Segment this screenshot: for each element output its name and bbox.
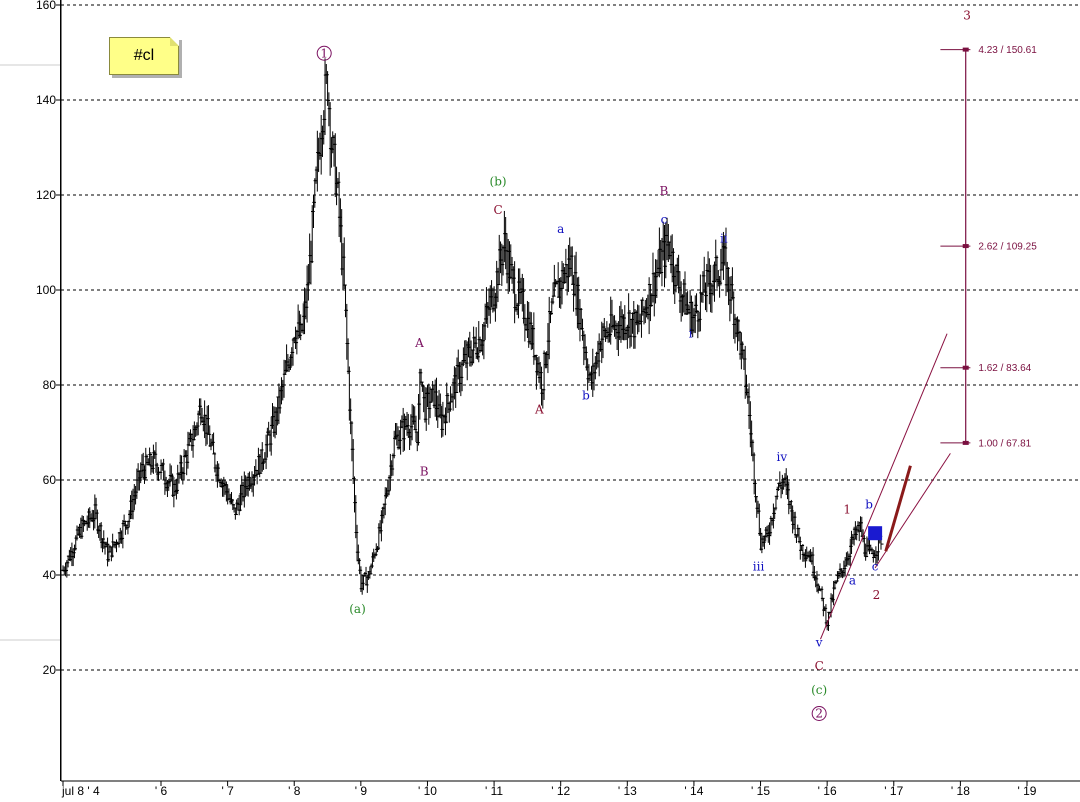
svg-text:2: 2 [815, 707, 823, 721]
x-tick-label: ' 12 [551, 784, 570, 798]
fibonacci-levels: 4.23 / 150.61 2.62 / 109.25 1.62 / 83.64 1.… [940, 45, 1037, 449]
wave-label: 1 [316, 45, 332, 61]
x-tick-label: ' 8 [288, 784, 301, 798]
x-tick-label: ' 15 [751, 784, 770, 798]
svg-text:C: C [815, 659, 824, 673]
y-tick-label: 20 [43, 663, 57, 677]
fib-level-label: 1.00 / 67.81 [978, 438, 1031, 449]
fib-level: 1.62 / 83.64 [940, 363, 1032, 374]
y-tick-label: 120 [36, 188, 56, 202]
wave-label: A [414, 336, 424, 350]
grid-lines [61, 4, 1080, 671]
fib-level-label: 2.62 / 109.25 [978, 242, 1037, 253]
wave-label: 3 [963, 8, 971, 22]
channel-line [820, 333, 948, 640]
svg-text:(b): (b) [490, 175, 507, 189]
wave-label: 2 [811, 706, 827, 721]
wave-label: B [660, 184, 669, 198]
svg-text:b: b [582, 388, 590, 402]
current-position-marker [868, 526, 883, 541]
wave-label: a [557, 222, 564, 236]
wave-label: B [420, 464, 429, 478]
svg-text:a: a [849, 574, 856, 588]
x-tick-label: ' 11 [485, 784, 503, 798]
wave-label: A [534, 403, 544, 417]
wave-label: v [815, 635, 823, 649]
y-tick-label: 160 [36, 0, 56, 12]
y-tick-label: 80 [43, 378, 57, 392]
svg-text:2: 2 [873, 588, 881, 602]
y-tick-label: 60 [43, 473, 57, 487]
svg-text:a: a [557, 222, 564, 236]
wave-label: 2 [873, 588, 881, 602]
x-tick-label: ' 9 [355, 784, 368, 798]
svg-text:1: 1 [320, 46, 328, 60]
svg-text:c: c [661, 213, 668, 227]
svg-text:(a): (a) [349, 602, 366, 616]
y-tick-label: 140 [36, 93, 56, 107]
svg-text:b: b [865, 498, 873, 512]
x-tick-label: ' 10 [418, 784, 437, 798]
x-tick-label: ' 6 [155, 784, 168, 798]
svg-text:c: c [872, 559, 879, 573]
svg-text:C: C [493, 203, 502, 217]
wave-label: C [493, 203, 502, 217]
trend-channel [820, 333, 951, 640]
y-axis-ticks: 20 40 60 80 100 120 140 160 [36, 0, 61, 677]
x-tick-label: jul 8 ' 4 [61, 784, 100, 798]
x-tick-label: ' 14 [684, 784, 703, 798]
wave-label: b [865, 498, 873, 512]
wave-label: i [689, 327, 693, 341]
svg-text:B: B [420, 464, 429, 478]
wave-label: (b) [490, 175, 507, 189]
svg-text:1: 1 [843, 502, 851, 516]
x-tick-label: ' 13 [618, 784, 637, 798]
svg-text:B: B [660, 184, 669, 198]
svg-text:v: v [815, 635, 823, 649]
y-tick-label: 40 [43, 568, 57, 582]
svg-text:iv: iv [777, 450, 788, 464]
x-tick-label: ' 18 [951, 784, 970, 798]
fib-level: 1.00 / 67.81 [940, 438, 1032, 449]
wave-label: (c) [811, 683, 827, 697]
wave-label: a [849, 574, 856, 588]
fib-level-label: 1.62 / 83.64 [978, 363, 1031, 374]
svg-text:3: 3 [963, 8, 971, 22]
x-tick-label: ' 17 [884, 784, 903, 798]
x-tick-label: ' 19 [1018, 784, 1037, 798]
wave-label: b [582, 388, 590, 402]
svg-text:A: A [414, 336, 424, 350]
fib-level-label: 4.23 / 150.61 [978, 45, 1037, 56]
wave-label: iv [777, 450, 788, 464]
price-bars [60, 58, 884, 631]
wave-label: C [815, 659, 824, 673]
wave-label: c [661, 213, 668, 227]
projection-arrow [884, 465, 912, 552]
svg-text:A: A [534, 403, 544, 417]
x-tick-label: ' 7 [221, 784, 234, 798]
x-axis-ticks: jul 8 ' 4 ' 6 ' 7 ' 8 ' 9 ' 10 ' 11 ' 12 ' 13 ' 1… [61, 781, 1037, 798]
wave-label: (a) [349, 602, 366, 616]
svg-text:(c): (c) [811, 683, 827, 697]
wave-label: ii [720, 232, 728, 246]
svg-text:i: i [689, 327, 693, 341]
fib-level: 4.23 / 150.61 [940, 45, 1037, 56]
fib-level: 2.62 / 109.25 [940, 242, 1037, 253]
ticker-tag: #cl [109, 37, 179, 75]
wave-label: iii [753, 559, 765, 573]
wave-label: 1 [843, 502, 851, 516]
x-tick-label: ' 16 [818, 784, 837, 798]
y-tick-label: 100 [36, 283, 56, 297]
svg-text:ii: ii [720, 232, 728, 246]
wave-label: c [872, 559, 879, 573]
svg-text:iii: iii [753, 559, 765, 573]
